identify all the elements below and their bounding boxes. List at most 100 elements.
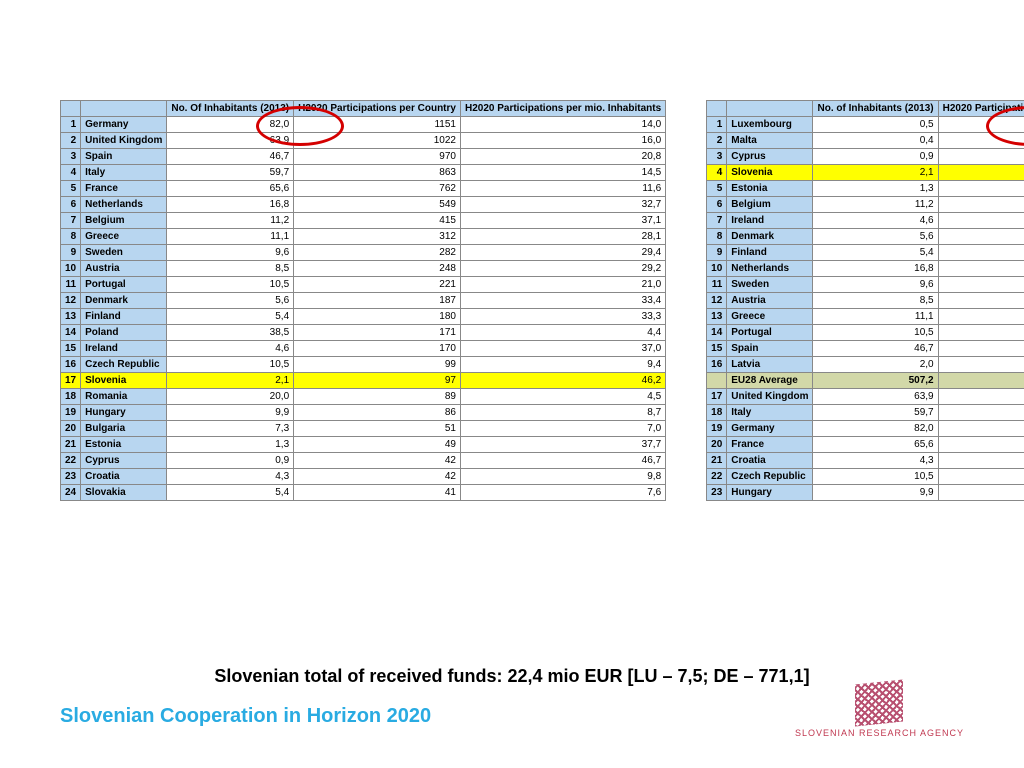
rank-cell: 6: [61, 197, 81, 213]
inhabitants-cell: 5,4: [167, 485, 294, 501]
inhabitants-cell: 16,8: [167, 197, 294, 213]
country-cell: Estonia: [727, 181, 813, 197]
participations-cell: 1022: [938, 389, 1024, 405]
inhabitants-cell: 10,5: [167, 357, 294, 373]
table-row: 19Germany82,0115114,0: [707, 421, 1024, 437]
rank-cell: 7: [707, 213, 727, 229]
rank-cell: 21: [707, 453, 727, 469]
participations-cell: 42: [938, 453, 1024, 469]
agency-logo-icon: [855, 679, 903, 726]
country-cell: Slovenia: [727, 165, 813, 181]
header-blank: [727, 101, 813, 117]
country-cell: Germany: [727, 421, 813, 437]
participations-cell: 549: [938, 261, 1024, 277]
table-row: 23Hungary9,9868,7: [707, 485, 1024, 501]
rank-cell: 8: [61, 229, 81, 245]
participations-cell: 312: [938, 309, 1024, 325]
participations-cell: 171: [294, 325, 461, 341]
table-per-mio: No. of Inhabitants (2013) H2020 Particip…: [706, 100, 1024, 501]
header-blank: [81, 101, 167, 117]
rank-cell: 14: [707, 325, 727, 341]
inhabitants-cell: 0,9: [813, 149, 938, 165]
participations-cell: 49: [938, 181, 1024, 197]
country-cell: Greece: [727, 309, 813, 325]
table-row: 7Ireland4,617037,0: [707, 213, 1024, 229]
table-row: 9Sweden9,628229,4: [61, 245, 666, 261]
rank-cell: 1: [707, 117, 727, 133]
country-cell: Portugal: [727, 325, 813, 341]
rank-cell: 5: [61, 181, 81, 197]
table-row: 3Spain46,797020,8: [61, 149, 666, 165]
inhabitants-cell: 4,6: [167, 341, 294, 357]
country-cell: Sweden: [81, 245, 167, 261]
per-mio-cell: 32,7: [460, 197, 665, 213]
country-cell: EU28 Average: [727, 373, 813, 389]
rank-cell: 15: [707, 341, 727, 357]
country-cell: Czech Republic: [81, 357, 167, 373]
participations-cell: 970: [938, 341, 1024, 357]
country-cell: Estonia: [81, 437, 167, 453]
country-cell: Slovakia: [81, 485, 167, 501]
rank-cell: 19: [707, 421, 727, 437]
participations-cell: 180: [294, 309, 461, 325]
rank-cell: 13: [61, 309, 81, 325]
rank-cell: 23: [61, 469, 81, 485]
per-mio-cell: 8,7: [460, 405, 665, 421]
rank-cell: 4: [61, 165, 81, 181]
country-cell: Netherlands: [727, 261, 813, 277]
inhabitants-cell: 4,3: [813, 453, 938, 469]
country-cell: Portugal: [81, 277, 167, 293]
country-cell: Greece: [81, 229, 167, 245]
participations-cell: 51: [294, 421, 461, 437]
country-cell: Cyprus: [81, 453, 167, 469]
inhabitants-cell: 11,2: [167, 213, 294, 229]
participations-cell: 41: [294, 485, 461, 501]
header-inhabitants: No. of Inhabitants (2013): [813, 101, 938, 117]
per-mio-cell: 9,8: [460, 469, 665, 485]
inhabitants-cell: 82,0: [167, 117, 294, 133]
inhabitants-cell: 8,5: [167, 261, 294, 277]
per-mio-cell: 33,4: [460, 293, 665, 309]
table-row: 8Greece11,131228,1: [61, 229, 666, 245]
table-row: 21Estonia1,34937,7: [61, 437, 666, 453]
per-mio-cell: 7,0: [460, 421, 665, 437]
rank-cell: 18: [707, 405, 727, 421]
left-table-wrap: No. Of Inhabitants (2013) H2020 Particip…: [60, 100, 666, 501]
country-cell: Spain: [81, 149, 167, 165]
rank-cell: 9: [707, 245, 727, 261]
rank-cell: 21: [61, 437, 81, 453]
table-row: 13Greece11,131228,1: [707, 309, 1024, 325]
participations-cell: 97: [294, 373, 461, 389]
table-row: 11Portugal10,522121,0: [61, 277, 666, 293]
participations-cell: 863: [294, 165, 461, 181]
table-row: 16Czech Republic10,5999,4: [61, 357, 666, 373]
table-row: 5Estonia1,34937,7: [707, 181, 1024, 197]
table-row: 11Sweden9,628229,4: [707, 277, 1024, 293]
rank-cell: 22: [707, 469, 727, 485]
per-mio-cell: 21,0: [460, 277, 665, 293]
country-cell: Romania: [81, 389, 167, 405]
tables-container: No. Of Inhabitants (2013) H2020 Particip…: [0, 0, 1024, 501]
inhabitants-cell: 1,3: [167, 437, 294, 453]
inhabitants-cell: 1,3: [813, 181, 938, 197]
header-inhabitants: No. Of Inhabitants (2013): [167, 101, 294, 117]
rank-cell: 3: [707, 149, 727, 165]
table-row: 9Finland5,418033,3: [707, 245, 1024, 261]
header-blank: [707, 101, 727, 117]
participations-cell: 42: [294, 469, 461, 485]
inhabitants-cell: 11,2: [813, 197, 938, 213]
rank-cell: 1: [61, 117, 81, 133]
participations-cell: 549: [294, 197, 461, 213]
table-row: 12Austria8,524829,2: [707, 293, 1024, 309]
inhabitants-cell: 8,5: [813, 293, 938, 309]
inhabitants-cell: 20,0: [167, 389, 294, 405]
country-cell: Italy: [81, 165, 167, 181]
table-row: 15Spain46,797020,8: [707, 341, 1024, 357]
table-by-participations: No. Of Inhabitants (2013) H2020 Particip…: [60, 100, 666, 501]
agency-name: SLOVENIAN RESEARCH AGENCY: [795, 728, 964, 738]
inhabitants-cell: 9,9: [813, 485, 938, 501]
table-row: 1Germany82,0115114,0: [61, 117, 666, 133]
inhabitants-cell: 46,7: [813, 341, 938, 357]
inhabitants-cell: 5,4: [167, 309, 294, 325]
participations-cell: 42: [294, 453, 461, 469]
